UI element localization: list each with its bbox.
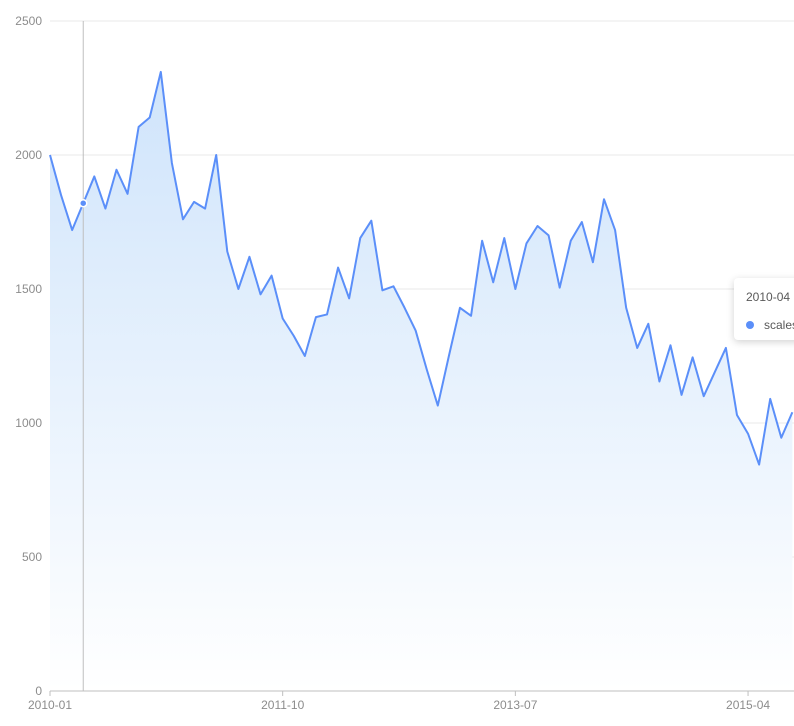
x-tick-label: 2015-04 — [726, 698, 770, 712]
tooltip-title: 2010-04 — [746, 290, 791, 304]
series-line-scales[interactable] — [49, 70, 794, 466]
series-line-layer — [49, 70, 794, 466]
area-fill-layer — [50, 71, 793, 692]
tooltip-series-label: scales — [764, 318, 794, 332]
x-tick-label: 2013-07 — [493, 698, 537, 712]
tooltip-row: scales — [746, 318, 794, 332]
y-tick-label: 0 — [35, 684, 42, 698]
y-tick-label: 1000 — [15, 416, 42, 430]
tooltip: 2010-04 scales — [734, 278, 794, 340]
tooltip-series-marker — [746, 321, 754, 329]
x-tick-label: 2011-10 — [261, 698, 304, 712]
series-area-scales — [50, 71, 793, 692]
y-tick-label: 2000 — [15, 148, 42, 162]
active-point[interactable] — [78, 198, 88, 208]
y-tick-label: 2500 — [15, 14, 42, 28]
x-tick-label: 2010-01 — [28, 698, 72, 712]
crosshair — [78, 21, 88, 691]
y-tick-label: 1500 — [15, 282, 42, 296]
y-tick-label: 500 — [22, 550, 42, 564]
axes: 0 500 1000 1500 2000 2500 2010-01 2011-10 2013-0… — [15, 14, 794, 712]
